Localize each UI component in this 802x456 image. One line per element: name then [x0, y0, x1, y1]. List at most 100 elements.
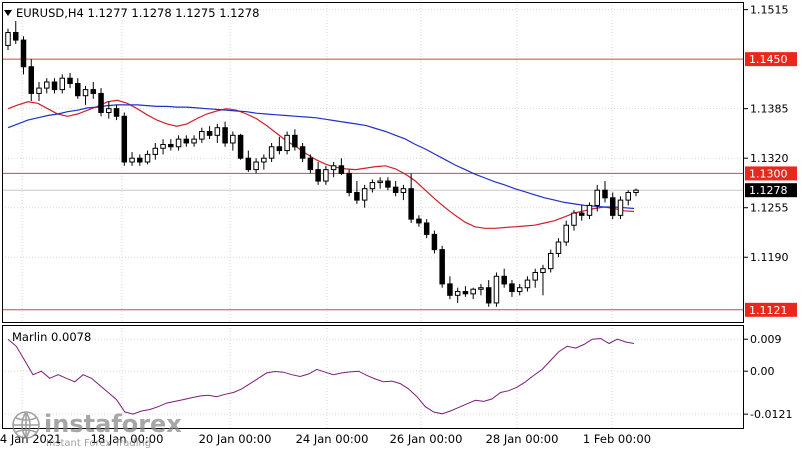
candle-body-bullish — [82, 89, 89, 97]
candle-body-bearish — [431, 233, 438, 251]
level-badge — [745, 302, 797, 317]
time-tick-label: 20 Jan 00:00 — [199, 432, 272, 446]
candle-body-bearish — [385, 180, 391, 188]
time-tick-label: 1 Feb 00:00 — [583, 432, 651, 446]
candle-body-bearish — [28, 66, 35, 94]
candle-body-bullish — [361, 188, 368, 201]
candle-body-bullish — [540, 268, 546, 273]
indicator-label: Marlin 0.0078 — [12, 330, 91, 344]
candle-body-bullish — [191, 138, 197, 144]
time-axis: 14 Jan 2021 18 Jan 00:00 20 Jan 00:00 24 Ja… — [0, 432, 651, 446]
candle-body-bearish — [501, 275, 507, 285]
candle-body-bullish — [323, 169, 329, 182]
candle-body-bearish — [408, 188, 414, 220]
candle-body-bullish — [44, 81, 50, 89]
candle-body-bearish — [183, 138, 190, 144]
candle-body-bullish — [214, 127, 221, 136]
oscillator-tick-label: 0.009 — [750, 333, 782, 346]
candle-body-bullish — [175, 138, 182, 148]
price-tick-label: 1.1515 — [750, 4, 789, 17]
level-badge-label: 1.1300 — [749, 167, 788, 180]
candle-body-bullish — [36, 87, 42, 94]
instaforex-logo: instaforex Instant Forex Trading — [4, 405, 194, 451]
candle-body-bullish — [563, 224, 569, 243]
candle-body-bearish — [75, 83, 81, 97]
candle-body-bullish — [478, 287, 484, 290]
candle-body-bearish — [245, 157, 252, 171]
oscillator-lines — [7, 337, 635, 415]
moving-averages — [7, 99, 635, 229]
oscillator-panel-frame — [2, 325, 744, 429]
candle-body-bullish — [470, 288, 476, 295]
candle-body-bullish — [369, 182, 376, 190]
candle-body-bullish — [400, 188, 407, 193]
candle-body-bearish — [423, 222, 430, 235]
candle-body-bearish — [485, 287, 492, 304]
candle-body-bearish — [168, 143, 174, 148]
current-price-badge — [745, 183, 797, 198]
oscillator-grid — [2, 325, 743, 428]
level-badge — [745, 166, 797, 181]
triangle-down-icon[interactable] — [4, 10, 12, 16]
candle-body-bullish — [129, 157, 135, 163]
logo-globe-icon — [12, 411, 40, 439]
main-panel-frame — [2, 2, 744, 323]
candles — [5, 21, 639, 307]
candle-body-bullish — [330, 165, 337, 171]
candle-body-bearish — [299, 146, 306, 159]
candle-body-bullish — [555, 241, 562, 254]
candle-body-bearish — [13, 31, 19, 41]
candle-body-bearish — [113, 108, 120, 117]
candle-body-bullish — [617, 199, 624, 216]
level-badge-label: 1.1450 — [749, 53, 788, 66]
candle-body-bearish — [237, 134, 244, 159]
logo-graphic: instaforex Instant Forex Trading — [12, 410, 182, 449]
candle-body-bearish — [206, 131, 213, 136]
candle-body-bearish — [602, 189, 608, 199]
candle-body-bullish — [633, 189, 639, 193]
candle-body-bullish — [5, 31, 11, 46]
candle-body-bullish — [377, 180, 383, 184]
candle-body-bearish — [354, 191, 360, 201]
price-tick-label: 1.1320 — [750, 152, 789, 165]
candle-body-bullish — [152, 147, 159, 155]
candle-body-bearish — [90, 89, 97, 94]
time-tick-label: 28 Jan 00:00 — [486, 432, 559, 446]
candle-body-bullish — [284, 134, 290, 152]
slow-ma-line — [7, 104, 635, 210]
candle-body-bullish — [199, 131, 205, 140]
candle-body-bearish — [439, 249, 445, 285]
candle-body-bullish — [547, 252, 554, 270]
candle-body-bearish — [509, 283, 515, 293]
candle-body-bearish — [392, 186, 399, 193]
candle-body-bullish — [493, 275, 500, 304]
price-tick-label: 1.1255 — [750, 202, 789, 215]
candle-body-bullish — [261, 157, 267, 163]
candle-body-bearish — [121, 115, 128, 163]
candle-body-bullish — [524, 279, 531, 289]
oscillator-tick-label: -0.0121 — [750, 408, 792, 421]
level-badge — [745, 52, 797, 67]
time-tick-label: 18 Jan 00:00 — [91, 432, 164, 446]
candle-body-bearish — [276, 146, 283, 152]
panel-frames — [2, 2, 744, 429]
time-tick-label: 26 Jan 00:00 — [390, 432, 463, 446]
candle-body-bullish — [532, 271, 538, 281]
candle-body-bearish — [20, 39, 27, 68]
time-tick-label: 14 Jan 2021 — [0, 432, 61, 446]
candle-body-bearish — [578, 212, 585, 216]
candle-body-bearish — [67, 77, 73, 85]
candle-body-bearish — [98, 92, 104, 113]
logo-brand-text: instaforex — [44, 410, 182, 438]
candle-body-bullish — [268, 146, 275, 159]
candle-body-bullish — [625, 191, 631, 201]
marlin-line — [7, 337, 635, 415]
candle-body-bullish — [230, 134, 236, 144]
candle-body-bullish — [586, 204, 593, 216]
candle-body-bullish — [144, 153, 151, 163]
current-price-label: 1.1278 — [749, 184, 788, 197]
candle-body-bullish — [59, 77, 66, 91]
